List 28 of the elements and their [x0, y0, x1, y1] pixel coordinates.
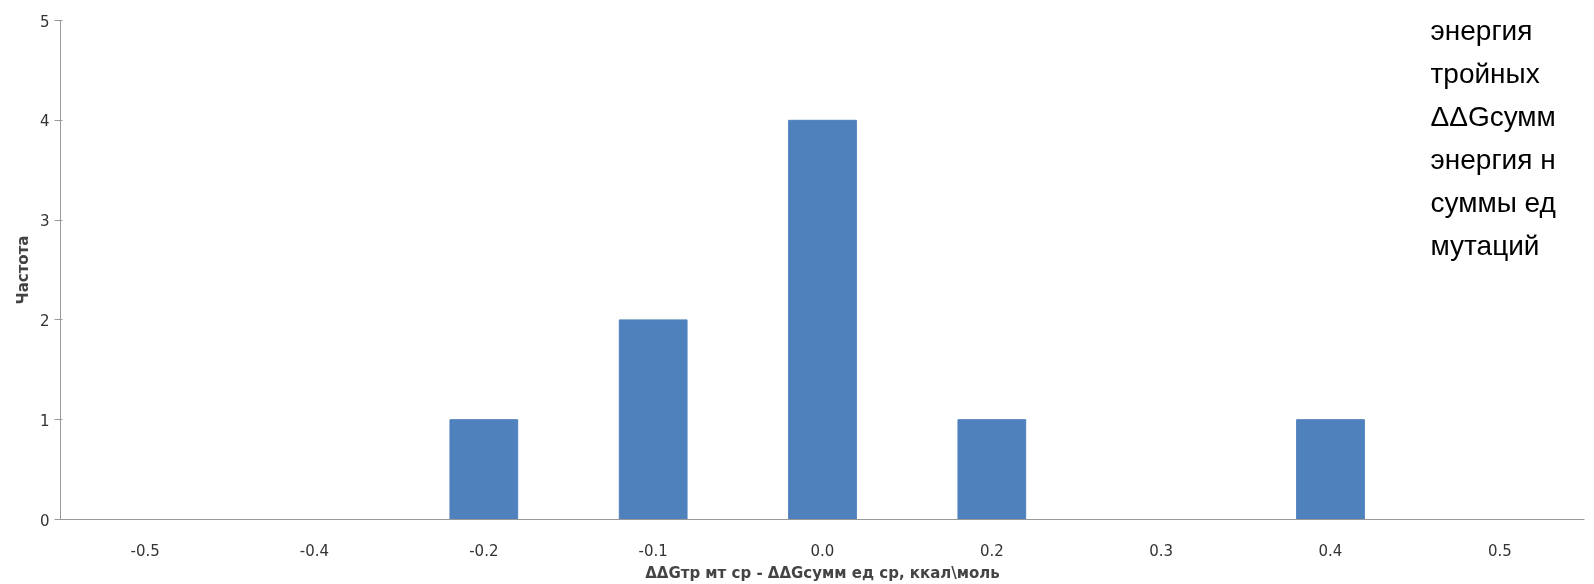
y-tick-label: 3: [39, 212, 50, 231]
annotation: суммы ед: [1430, 186, 1556, 218]
y-axis-title: Частота: [13, 235, 32, 305]
bar: [957, 419, 1027, 520]
annotation: ΔΔGсумм: [1430, 100, 1556, 132]
x-tick-label: 0.2: [979, 541, 1004, 560]
annotation: энергия: [1430, 14, 1533, 46]
annotation: энергия н: [1430, 143, 1556, 175]
x-tick-label: 0.5: [1487, 541, 1512, 560]
bar: [788, 119, 857, 520]
x-tick-label: 0.3: [1149, 541, 1174, 560]
x-tick-label: -0.4: [299, 541, 330, 560]
x-tick-label: 0.4: [1318, 541, 1343, 560]
bar: [449, 419, 519, 520]
y-tick-label: 1: [39, 411, 50, 430]
bar: [1296, 419, 1365, 520]
x-tick-label: 0.0: [810, 541, 835, 560]
y-tick-label: 4: [39, 112, 50, 131]
x-tick-label: -0.1: [638, 541, 668, 560]
x-axis-title: ΔΔGтр мт ср - ΔΔGсумм ед ср, ккал\моль: [645, 563, 1000, 582]
x-tick-label: -0.2: [469, 541, 499, 560]
bar: [618, 319, 688, 520]
y-tick-label: 5: [39, 12, 50, 31]
annotation: тройных: [1430, 57, 1540, 89]
y-tick-label: 0: [39, 511, 50, 530]
x-tick-label: -0.5: [130, 541, 160, 560]
annotation: мутаций: [1430, 229, 1540, 261]
y-tick-label: 2: [39, 311, 50, 330]
